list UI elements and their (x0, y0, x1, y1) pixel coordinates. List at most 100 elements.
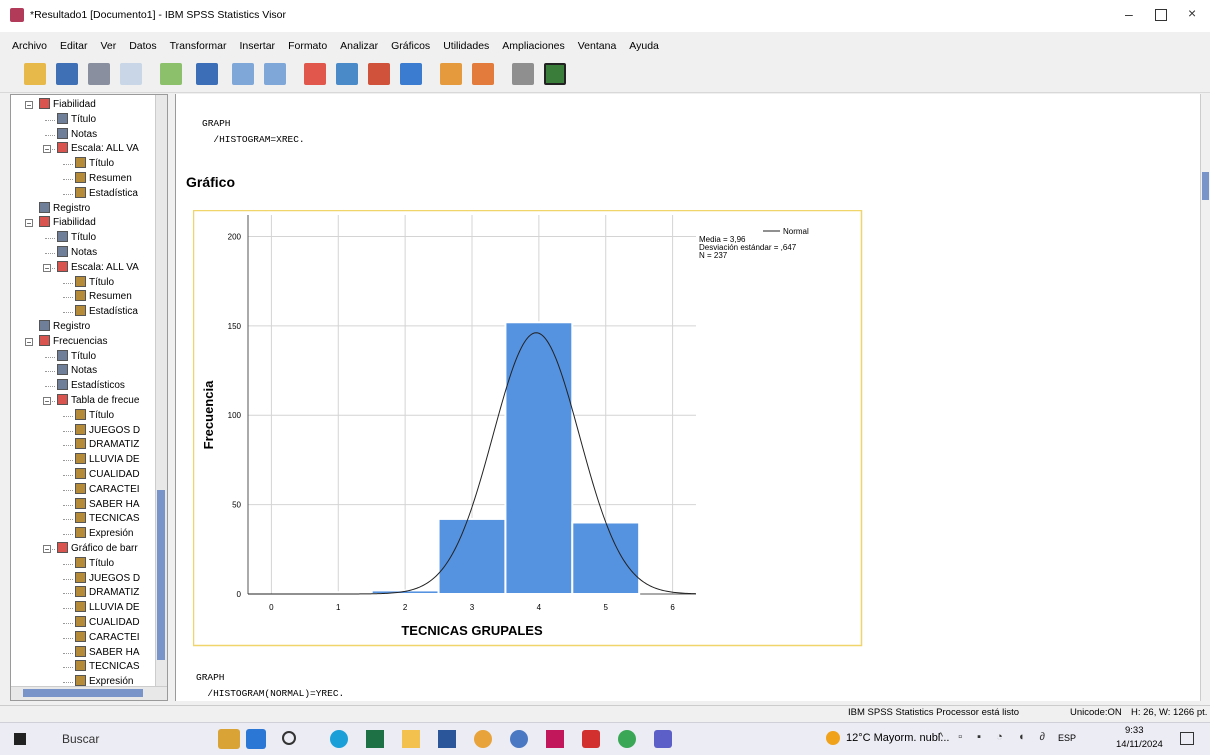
tree-node[interactable]: Tabla de frecue (57, 394, 139, 408)
tree-node[interactable]: Escala: ALL VA (57, 260, 139, 275)
tree-node[interactable]: JUEGOS D (75, 423, 140, 438)
expand-toggle[interactable]: − (25, 219, 33, 229)
hscroll-thumb[interactable] (23, 689, 143, 697)
menu-item[interactable]: Gráficos (391, 40, 431, 52)
tree-node[interactable]: LLUVIA DE (75, 601, 140, 615)
clock-time[interactable]: 9:33 (1125, 725, 1144, 736)
redo-button[interactable] (264, 63, 286, 85)
select-cases-button[interactable] (400, 63, 422, 85)
maximize-button[interactable] (1155, 9, 1167, 21)
tree-node[interactable]: Notas (57, 364, 97, 378)
taskbar-app[interactable] (654, 730, 672, 748)
weather-text[interactable]: 12°C Mayorm. nubl... (846, 732, 950, 744)
tree-node[interactable]: SABER HA (75, 645, 140, 660)
tree-node[interactable]: Estadísticos (57, 379, 125, 393)
tree-node[interactable]: JUEGOS D (75, 571, 140, 586)
tree-node[interactable]: Estadística (75, 186, 138, 201)
minimize-button[interactable]: – (1125, 6, 1133, 22)
menu-item[interactable]: Archivo (12, 40, 48, 52)
undo-button[interactable] (232, 63, 254, 85)
tree-node[interactable]: Notas (57, 246, 97, 260)
tree-node[interactable]: Estadística (75, 305, 138, 319)
tree-node[interactable]: Gráfico de barr (57, 542, 138, 556)
close-button[interactable]: × (1188, 5, 1197, 21)
tree-node[interactable]: Registro (39, 320, 90, 334)
scroll-thumb[interactable] (157, 490, 165, 660)
menu-item[interactable]: Utilidades (443, 40, 490, 52)
taskbar-app[interactable] (218, 729, 240, 749)
tree-node[interactable]: Título (57, 112, 96, 127)
output-scrollbar[interactable] (1200, 94, 1210, 701)
scroll-thumb[interactable] (1202, 172, 1209, 200)
search-box[interactable]: Buscar (62, 732, 100, 746)
designate-button[interactable] (512, 63, 534, 85)
tree-node[interactable]: DRAMATIZ (75, 438, 139, 452)
tree-node[interactable]: LLUVIA DE (75, 453, 140, 467)
tree-node[interactable]: Expresión (75, 675, 133, 687)
print-button[interactable] (88, 63, 110, 85)
menu-item[interactable]: Transformar (169, 40, 227, 52)
taskbar-app[interactable] (438, 730, 456, 748)
tree-node[interactable]: CARACTEI (75, 630, 140, 645)
taskbar-app[interactable] (366, 730, 384, 748)
notifications-button[interactable] (1180, 732, 1194, 745)
tree-node[interactable]: Notas (57, 127, 97, 142)
preview-button[interactable] (120, 63, 142, 85)
menu-item[interactable]: Ampliaciones (502, 40, 565, 52)
tree-node[interactable]: DRAMATIZ (75, 586, 139, 600)
tree-node[interactable]: Fiabilidad (39, 216, 96, 230)
tree-node[interactable]: TECNICAS (75, 512, 140, 526)
taskbar-app[interactable] (618, 730, 636, 748)
hide-button[interactable] (472, 63, 494, 85)
outline-hscroll[interactable] (11, 686, 167, 700)
insert-button[interactable] (544, 63, 566, 85)
menu-item[interactable]: Formato (288, 40, 328, 52)
menu-item[interactable]: Ver (100, 40, 117, 52)
tree-node[interactable]: Expresión (75, 527, 133, 541)
clock-date[interactable]: 14/11/2024 (1116, 739, 1163, 750)
tree-node[interactable]: Título (75, 157, 114, 171)
language-indicator[interactable]: ESP (1058, 733, 1077, 743)
menu-item[interactable]: Ayuda (629, 40, 659, 52)
tree-node[interactable]: Resumen (75, 172, 132, 186)
taskbar-app[interactable] (510, 730, 528, 748)
expand-toggle[interactable]: − (43, 263, 51, 273)
tree-node[interactable]: Resumen (75, 290, 132, 304)
expand-toggle[interactable]: − (25, 337, 33, 347)
tree-node[interactable]: CUALIDAD (75, 616, 140, 630)
taskbar-app[interactable] (474, 730, 492, 748)
show-button[interactable] (440, 63, 462, 85)
goto-data-button[interactable] (304, 63, 326, 85)
tree-node[interactable]: TECNICAS (75, 660, 140, 674)
variables-button[interactable] (368, 63, 390, 85)
tree-node[interactable]: Título (57, 231, 96, 245)
tree-node[interactable]: CUALIDAD (75, 468, 140, 482)
tree-node[interactable]: Frecuencias (39, 334, 107, 349)
recall-button[interactable] (196, 63, 218, 85)
tree-node[interactable]: Registro (39, 201, 90, 216)
goto-case-button[interactable] (336, 63, 358, 85)
tree-node[interactable]: Título (57, 349, 96, 364)
menu-item[interactable]: Analizar (340, 40, 379, 52)
tray-icons[interactable]: ^ ▫ ▪ ◔ ◖ ∂ (938, 731, 1051, 743)
taskbar-app[interactable] (402, 730, 420, 748)
outline-scrollbar[interactable] (155, 95, 167, 687)
expand-toggle[interactable]: − (43, 545, 51, 554)
taskbar-app[interactable] (546, 730, 564, 748)
export-button[interactable] (160, 63, 182, 85)
tree-node[interactable]: SABER HA (75, 497, 140, 512)
expand-toggle[interactable]: − (43, 397, 51, 406)
menu-item[interactable]: Datos (129, 40, 157, 52)
menu-item[interactable]: Insertar (239, 40, 276, 52)
menu-item[interactable]: Ventana (577, 40, 617, 52)
tree-node[interactable]: Título (75, 275, 114, 290)
expand-toggle[interactable]: − (25, 101, 33, 110)
taskbar-app[interactable] (246, 729, 266, 749)
taskbar-app[interactable] (282, 731, 296, 745)
tree-node[interactable]: Fiabilidad (39, 98, 96, 112)
tree-node[interactable]: Título (75, 408, 114, 423)
save-button[interactable] (56, 63, 78, 85)
tree-node[interactable]: Escala: ALL VA (57, 142, 139, 156)
expand-toggle[interactable]: − (43, 145, 51, 155)
taskbar-app[interactable] (582, 730, 600, 748)
